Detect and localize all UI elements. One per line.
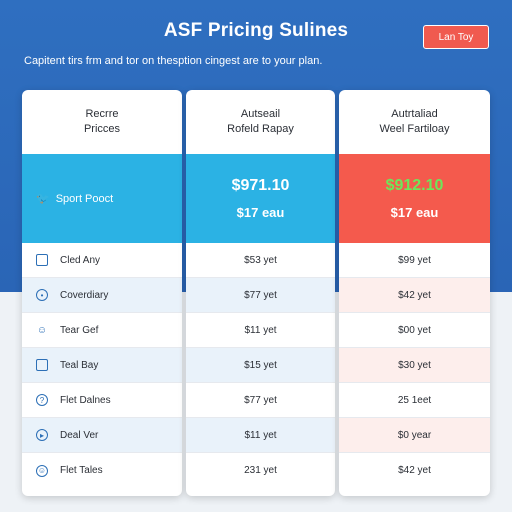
band-label-text: Sport Pooct xyxy=(55,192,114,205)
plan-card-standard[interactable]: Autseail Rofeld Rapay $971.10 $17 eau $5… xyxy=(186,90,335,496)
plan-period: $17 eau xyxy=(236,205,285,220)
band-label: 🐦 Sport Pooct xyxy=(36,192,114,206)
feature-row: Cled Any xyxy=(22,243,182,278)
feature-value: $42 yet xyxy=(398,465,431,476)
feature-label: Flet Tales xyxy=(60,465,103,476)
feature-value: $77 yet xyxy=(186,383,335,418)
user-icon: ☺ xyxy=(36,324,48,336)
card-icon xyxy=(36,359,48,371)
help-icon: ? xyxy=(36,394,48,406)
feature-value: $11 yet xyxy=(186,313,335,348)
feature-label: Cled Any xyxy=(60,254,101,266)
feature-row: ▸ Deal Ver xyxy=(22,418,182,453)
feature-label: Deal Ver xyxy=(60,429,99,441)
feature-value: 25 1eet xyxy=(339,383,490,418)
feature-row: ? Flet Dalnes xyxy=(22,383,182,418)
page-title: ASF Pricing Sulines xyxy=(163,20,349,41)
plan-name: Autseail Rofeld Rapay xyxy=(186,90,335,154)
feature-label: Tear Gef xyxy=(60,324,99,336)
feature-label: Teal Bay xyxy=(60,359,99,371)
clock-icon: • xyxy=(36,289,48,301)
plan-name-label: Autseail Rofeld Rapay xyxy=(227,108,294,135)
feature-row: Teal Bay xyxy=(22,348,182,383)
plan-band: $971.10 $17 eau xyxy=(186,154,335,243)
feature-row: ☺ Tear Gef xyxy=(22,313,182,348)
feature-label: Coverdiary xyxy=(60,289,109,301)
feature-row: • Coverdiary xyxy=(22,278,182,313)
feature-row: ☺ Flet Tales xyxy=(22,453,182,488)
play-icon: ▸ xyxy=(36,429,48,441)
feature-value: $15 yet xyxy=(186,348,335,383)
twitter-bird-icon: 🐦 xyxy=(36,193,50,205)
feature-value: $42 yet xyxy=(339,278,490,313)
image-icon xyxy=(36,254,48,266)
smile-icon: ☺ xyxy=(36,464,48,477)
plan-period: $17 eau xyxy=(390,205,439,220)
feature-value: 231 yet xyxy=(244,465,277,476)
feature-value: $30 yet xyxy=(339,348,490,383)
page-subtitle: Capitent tirs frm and tor on thesption c… xyxy=(24,55,323,67)
plan-name-label: Autrtaliad Weel Fartiloay xyxy=(379,108,450,135)
plan-card-features: Recrre Pricces 🐦 Sport Pooct Cled Any • … xyxy=(22,90,182,496)
plan-name: Autrtaliad Weel Fartiloay xyxy=(339,90,490,154)
plan-name: Recrre Pricces xyxy=(22,90,182,154)
feature-value: $11 yet xyxy=(186,418,335,453)
feature-value: $99 yet xyxy=(339,243,490,278)
feature-value: $0 year xyxy=(339,418,490,453)
plan-price: $971.10 xyxy=(231,177,290,194)
feature-value: $77 yet xyxy=(186,278,335,313)
plan-band: 🐦 Sport Pooct xyxy=(22,154,182,243)
feature-value: $53 yet xyxy=(186,243,335,278)
plan-card-featured[interactable]: Autrtaliad Weel Fartiloay $912.10 $17 ea… xyxy=(339,90,490,496)
feature-label: Flet Dalnes xyxy=(60,394,111,406)
plan-price: $912.10 xyxy=(385,177,444,194)
cta-button[interactable]: Lan Toy xyxy=(423,25,489,49)
feature-value: $00 yet xyxy=(339,313,490,348)
plan-name-label: Recrre Pricces xyxy=(83,108,121,135)
plan-band: $912.10 $17 eau xyxy=(339,154,490,243)
